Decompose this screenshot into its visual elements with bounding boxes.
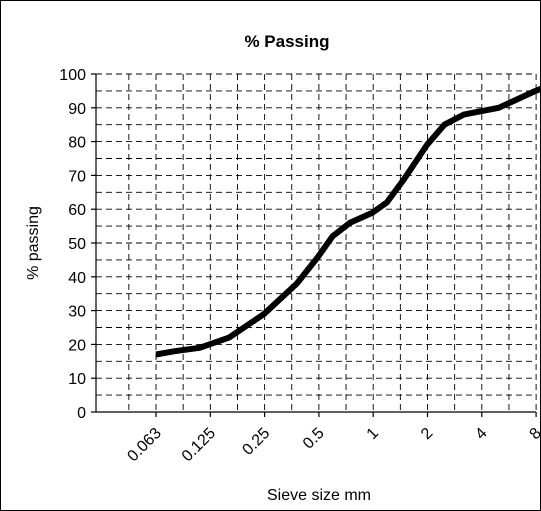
axes bbox=[91, 73, 537, 417]
y-tick-label: 20 bbox=[68, 337, 86, 354]
x-tick-label: 4 bbox=[472, 425, 490, 443]
grid-lines bbox=[96, 73, 537, 412]
x-tick-label: 0.063 bbox=[124, 425, 164, 465]
chart-title: % Passing bbox=[244, 32, 329, 51]
y-axis-label: % passing bbox=[25, 206, 42, 280]
y-tick-label: 60 bbox=[68, 202, 86, 219]
x-tick-label: 2 bbox=[418, 425, 436, 443]
y-tick-label: 70 bbox=[68, 168, 86, 185]
y-tick-label: 90 bbox=[68, 101, 86, 118]
y-tick-label: 80 bbox=[68, 135, 86, 152]
x-tick-label: 0.5 bbox=[300, 425, 328, 453]
x-axis-label: Sieve size mm bbox=[267, 487, 371, 504]
series-line bbox=[155, 85, 541, 358]
x-tick-label: 1 bbox=[364, 425, 382, 443]
y-tick-label: 30 bbox=[68, 304, 86, 321]
y-tick-label: 40 bbox=[68, 270, 86, 287]
x-tick-label: 0.25 bbox=[239, 425, 273, 459]
x-tick-label: 8 bbox=[527, 425, 541, 443]
y-tick-label: 10 bbox=[68, 371, 86, 388]
series-layer bbox=[155, 85, 541, 358]
x-tick-label: 0.125 bbox=[179, 425, 219, 465]
y-tick-label: 50 bbox=[68, 236, 86, 253]
tick-labels: 0 10 20 30 40 50 60 70 80 90 100 0.063 0.125 0.25 0.5 1… bbox=[59, 67, 541, 465]
y-tick-label: 0 bbox=[77, 405, 86, 422]
y-tick-label: 100 bbox=[59, 67, 86, 84]
